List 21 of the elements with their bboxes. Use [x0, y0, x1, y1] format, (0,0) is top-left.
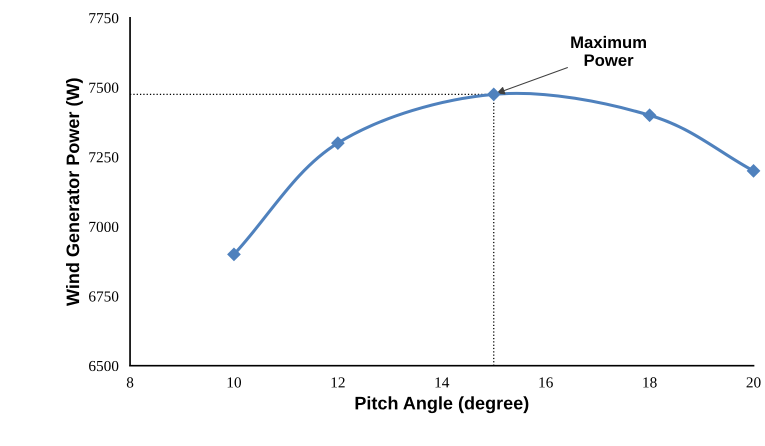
- y-tick-label: 7250: [89, 152, 118, 162]
- point: [487, 88, 500, 101]
- x-tick-label: 20: [746, 377, 761, 388]
- x-tick-label: 12: [332, 377, 345, 388]
- y-axis-title: Wind Generator Power (W): [66, 78, 83, 306]
- y-tick-label: 7500: [89, 82, 118, 93]
- x-tick-label: 14: [435, 377, 450, 388]
- x-tick-label: 16: [539, 377, 553, 388]
- point: [227, 248, 241, 261]
- y-tick-label: 7000: [89, 222, 118, 232]
- y-tick-label: 6750: [89, 291, 118, 302]
- x-tick-label: 10: [228, 377, 242, 388]
- x-tick-label: 8: [126, 377, 134, 388]
- point: [643, 108, 656, 122]
- point: [746, 164, 760, 178]
- point: [331, 136, 344, 150]
- x-tick-label: 18: [643, 377, 657, 388]
- y-tick-label: 7750: [89, 12, 118, 24]
- y-tick-label: 6500: [89, 360, 118, 372]
- annotation: Maximum Power: [571, 36, 646, 66]
- x-axis-title: Pitch Angle (degree): [356, 396, 528, 414]
